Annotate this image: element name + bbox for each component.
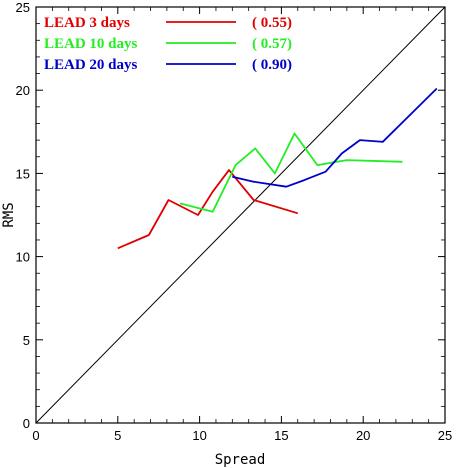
- y-tick-label: 25: [16, 0, 30, 15]
- plot-layer: [35, 6, 446, 424]
- legend-score-0: ( 0.55): [252, 15, 292, 31]
- legend-label-0: LEAD 3 days: [44, 15, 130, 31]
- legend-label-2: LEAD 20 days: [44, 57, 138, 73]
- diagonal-reference-line: [35, 6, 446, 424]
- x-tick-label: 5: [114, 428, 121, 443]
- y-tick-label: 10: [16, 250, 30, 265]
- x-tick-label: 25: [438, 428, 452, 443]
- x-tick-label: 15: [274, 428, 288, 443]
- y-tick-label: 5: [23, 333, 30, 348]
- x-tick-label: 0: [32, 428, 39, 443]
- series-line-1: [179, 132, 403, 213]
- plot-frame: [35, 6, 446, 424]
- legend-score-1: ( 0.57): [252, 36, 292, 52]
- y-tick-label: 0: [23, 416, 30, 431]
- axis-ticks: 0 5 10 15 20 25 0 5 10 15 20 25: [16, 0, 453, 443]
- series-line-2: [232, 87, 438, 188]
- legend: LEAD 3 days ( 0.55) LEAD 10 days ( 0.57) LEA…: [44, 15, 292, 73]
- legend-label-1: LEAD 10 days: [44, 36, 138, 52]
- x-tick-label: 10: [192, 428, 206, 443]
- legend-score-2: ( 0.90): [252, 57, 292, 73]
- x-axis-label: Spread: [215, 452, 266, 468]
- x-tick-label: 20: [356, 428, 370, 443]
- y-tick-label: 20: [16, 83, 30, 98]
- y-axis-label: RMS: [1, 202, 17, 227]
- series-line-0: [117, 169, 299, 250]
- y-tick-label: 15: [16, 166, 30, 181]
